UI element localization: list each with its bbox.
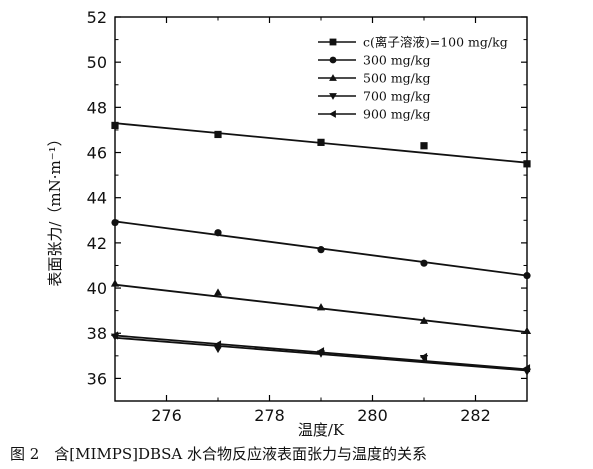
y-tick-label: 52 — [87, 8, 107, 27]
y-axis-label: 表面张力/（mN·m⁻¹） — [46, 131, 64, 286]
y-tick-label: 44 — [87, 189, 107, 208]
y-tick-label: 46 — [87, 144, 107, 163]
y-tick-label: 38 — [87, 324, 107, 343]
legend: c(离子溶液)=100 mg/kg 300 mg/kg 500 mg/kg 700 m… — [318, 35, 508, 122]
plot-axes: 36 38 40 42 44 46 48 50 52 276 278 280 282 — [87, 8, 528, 425]
figure-caption: 图 2 含[MIMPS]DBSA 水合物反应液表面张力与温度的关系 — [10, 445, 427, 463]
data-point-series-5 — [419, 352, 428, 362]
data-point-series-1 — [420, 142, 428, 150]
data-point-series-5 — [110, 331, 119, 340]
data-point-series-2 — [523, 272, 531, 280]
x-axis-label: 温度/K — [298, 421, 345, 439]
data-point-series-2 — [317, 246, 325, 254]
data-point-series-1 — [317, 138, 325, 146]
legend-label: 900 mg/kg — [363, 107, 430, 122]
data-point-series-5 — [213, 340, 222, 349]
data-point-series-2 — [111, 218, 119, 227]
data-point-series-3 — [419, 316, 429, 324]
data-point-series-3 — [316, 303, 326, 311]
y-tick-label: 48 — [87, 98, 107, 117]
legend-marker — [329, 56, 337, 64]
x-tick-label: 280 — [357, 406, 388, 425]
y-tick-label: 36 — [87, 369, 107, 388]
legend-label: 500 mg/kg — [363, 71, 430, 86]
y-tick-label: 42 — [87, 234, 107, 253]
data-point-series-2 — [420, 259, 428, 267]
data-point-series-3 — [213, 288, 223, 296]
legend-marker — [329, 38, 337, 46]
data-point-series-2 — [214, 229, 222, 237]
data-point-series-1 — [214, 130, 222, 139]
legend-marker — [329, 74, 337, 81]
legend-label: 700 mg/kg — [363, 89, 430, 104]
data-point-series-3 — [110, 279, 120, 287]
x-tick-label: 282 — [460, 406, 491, 425]
data-points — [110, 121, 532, 376]
y-tick-label: 40 — [87, 279, 107, 298]
data-point-series-3 — [522, 326, 532, 335]
data-point-series-1 — [111, 121, 119, 130]
y-tick-label: 50 — [87, 53, 107, 72]
legend-label: c(离子溶液)=100 mg/kg — [363, 35, 508, 50]
data-point-series-5 — [522, 364, 531, 373]
legend-label: 300 mg/kg — [363, 53, 430, 68]
data-point-series-1 — [523, 160, 531, 168]
x-tick-label: 276 — [151, 406, 182, 425]
legend-marker — [329, 110, 336, 118]
x-tick-label: 278 — [254, 406, 285, 425]
data-point-series-5 — [316, 347, 325, 356]
legend-marker — [329, 93, 337, 100]
